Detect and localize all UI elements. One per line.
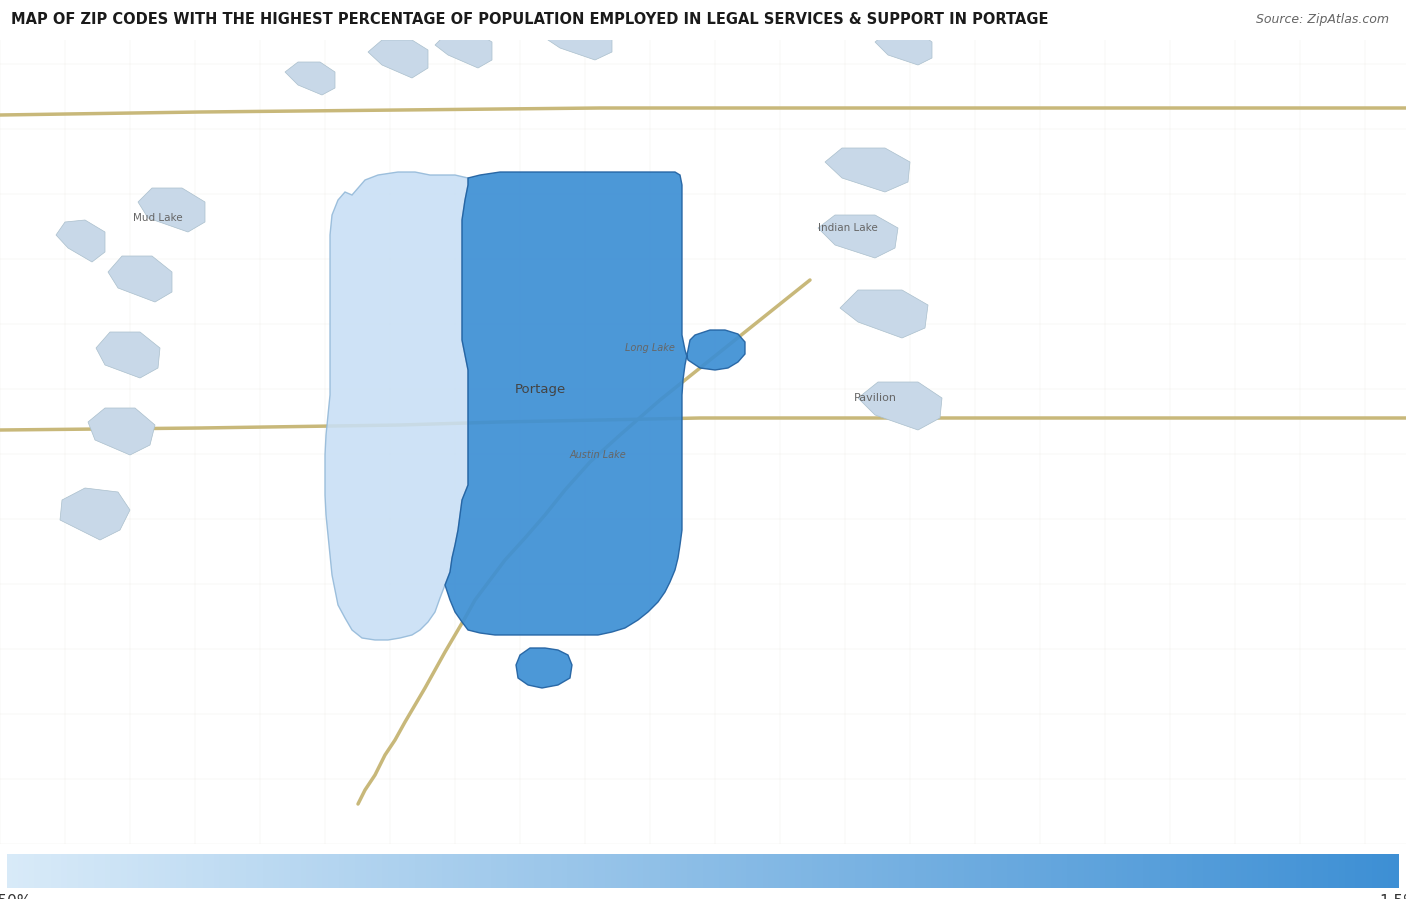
Polygon shape (138, 188, 205, 232)
Polygon shape (446, 172, 745, 635)
Polygon shape (368, 40, 427, 78)
Text: Portage: Portage (515, 384, 565, 396)
Polygon shape (108, 256, 172, 302)
Text: MAP OF ZIP CODES WITH THE HIGHEST PERCENTAGE OF POPULATION EMPLOYED IN LEGAL SER: MAP OF ZIP CODES WITH THE HIGHEST PERCEN… (11, 13, 1049, 28)
Text: Mud Lake: Mud Lake (134, 213, 183, 223)
Polygon shape (434, 32, 492, 68)
Text: Pavilion: Pavilion (853, 393, 897, 403)
Polygon shape (825, 148, 910, 192)
Polygon shape (875, 32, 932, 65)
Polygon shape (839, 290, 928, 338)
Text: Source: ZipAtlas.com: Source: ZipAtlas.com (1256, 13, 1389, 26)
Polygon shape (546, 25, 612, 60)
Text: Austin Lake: Austin Lake (569, 450, 627, 460)
Polygon shape (858, 382, 942, 430)
Polygon shape (89, 408, 155, 455)
Polygon shape (325, 172, 468, 640)
Text: Indian Lake: Indian Lake (818, 223, 877, 233)
Polygon shape (285, 62, 335, 95)
Polygon shape (56, 220, 105, 262)
Polygon shape (60, 488, 129, 540)
Polygon shape (818, 215, 898, 258)
Polygon shape (96, 332, 160, 378)
Polygon shape (516, 648, 572, 688)
Text: Long Lake: Long Lake (626, 343, 675, 353)
